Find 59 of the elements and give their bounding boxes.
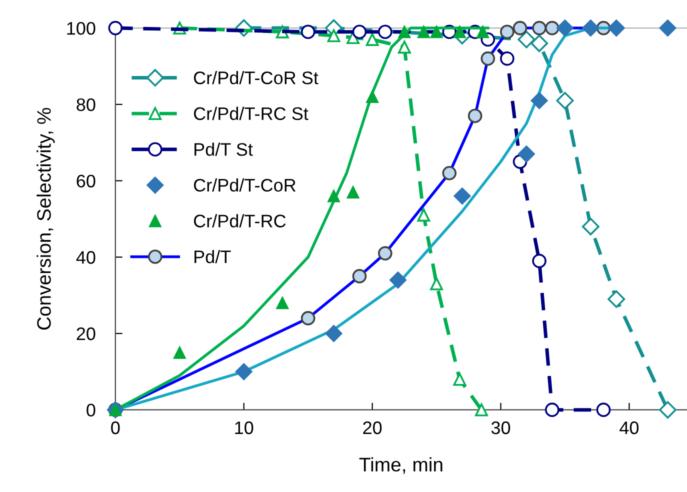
point [475, 403, 488, 416]
x-tick-label: 0 [111, 421, 120, 434]
point [398, 26, 411, 38]
point [518, 145, 535, 163]
point [500, 51, 514, 66]
legend-label: Pd/T St [194, 142, 253, 156]
point [453, 372, 466, 386]
point [608, 19, 625, 37]
y-axis-title: Conversion, Selectivity, % [36, 108, 55, 330]
x-tick-label: 10 [235, 421, 254, 434]
y-tick-label: 100 [67, 22, 96, 35]
point [173, 346, 186, 359]
point [327, 29, 340, 42]
point [235, 363, 252, 380]
x-tick-label: 30 [491, 421, 510, 434]
point [417, 26, 430, 38]
point [596, 402, 611, 417]
legend-label: Pd/T [194, 250, 231, 264]
point [108, 20, 123, 36]
point [430, 26, 443, 38]
point [389, 271, 407, 289]
point [530, 92, 548, 110]
point [300, 24, 316, 40]
point [417, 208, 430, 222]
x-axis-title: Time, min [359, 457, 442, 474]
point [544, 402, 560, 417]
point [352, 24, 367, 40]
y-tick-label: 60 [76, 174, 96, 188]
point [366, 90, 379, 104]
point [530, 34, 548, 52]
point [378, 24, 392, 40]
point [398, 40, 411, 54]
point [518, 30, 536, 48]
point [454, 187, 471, 205]
point [582, 218, 600, 236]
point [582, 19, 600, 37]
point [328, 190, 340, 202]
point [532, 254, 546, 268]
legend-label: Cr/Pd/T-RC [194, 214, 286, 228]
point [476, 26, 490, 38]
y-tick-label: 20 [76, 327, 96, 340]
point [608, 290, 626, 308]
point [659, 19, 676, 37]
point [346, 186, 360, 198]
point [430, 277, 443, 290]
point [325, 324, 342, 342]
point [556, 19, 574, 37]
point [276, 296, 289, 310]
point [366, 33, 379, 46]
y-tick-label: 40 [76, 251, 96, 264]
point [658, 401, 676, 419]
legend-label: Cr/Pd/T-CoR [194, 178, 296, 192]
x-tick-label: 20 [363, 421, 382, 434]
y-tick-label: 0 [86, 404, 96, 417]
x-tick-label: 40 [620, 421, 639, 434]
legend-label: Cr/Pd/T-CoR St [194, 71, 318, 84]
legend-label: Cr/Pd/T-RC St [194, 106, 308, 120]
y-tick-label: 80 [76, 98, 96, 112]
point [556, 92, 574, 110]
